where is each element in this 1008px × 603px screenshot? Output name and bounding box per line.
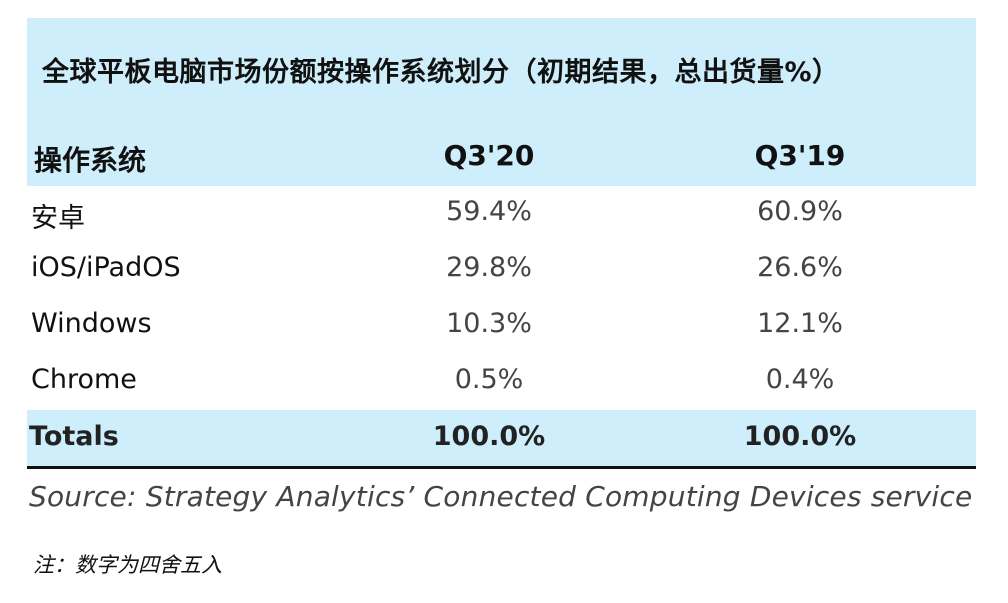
q3-20-cell: 59.4% <box>446 196 532 227</box>
q3-19-cell: 26.6% <box>757 252 843 283</box>
os-cell: 安卓 <box>31 203 85 234</box>
table-title: 全球平板电脑市场份额按操作系统划分（初期结果，总出货量%） <box>42 57 840 88</box>
table-row: 安卓 59.4% 60.9% <box>27 186 976 242</box>
table-row: Chrome 0.5% 0.4% <box>27 354 976 410</box>
os-cell: iOS/iPadOS <box>31 252 181 283</box>
column-header-q3-19: Q3'19 <box>754 139 846 172</box>
totals-q3-19: 100.0% <box>743 421 857 452</box>
market-share-table: 全球平板电脑市场份额按操作系统划分（初期结果，总出货量%） 操作系统 Q3'20… <box>27 18 976 469</box>
rounding-note: 注：数字为四舍五入 <box>33 553 222 577</box>
table-header: 全球平板电脑市场份额按操作系统划分（初期结果，总出货量%） 操作系统 Q3'20… <box>27 18 976 186</box>
table-row: Windows 10.3% 12.1% <box>27 298 976 354</box>
q3-20-cell: 10.3% <box>446 308 532 339</box>
column-header-os: 操作系统 <box>34 144 147 177</box>
os-cell: Windows <box>31 308 152 339</box>
totals-row: Totals 100.0% 100.0% <box>27 410 976 469</box>
q3-20-cell: 29.8% <box>446 252 532 283</box>
table-body: 安卓 59.4% 60.9% iOS/iPadOS 29.8% 26.6% Wi… <box>27 186 976 410</box>
column-header-q3-20: Q3'20 <box>443 139 535 172</box>
source-caption: Source: Strategy Analytics’ Connected Co… <box>29 480 973 513</box>
q3-19-cell: 60.9% <box>757 196 843 227</box>
os-cell: Chrome <box>31 364 137 395</box>
totals-q3-20: 100.0% <box>432 421 546 452</box>
totals-label: Totals <box>29 421 119 452</box>
q3-19-cell: 0.4% <box>765 364 835 395</box>
q3-20-cell: 0.5% <box>454 364 524 395</box>
q3-19-cell: 12.1% <box>757 308 843 339</box>
table-row: iOS/iPadOS 29.8% 26.6% <box>27 242 976 298</box>
